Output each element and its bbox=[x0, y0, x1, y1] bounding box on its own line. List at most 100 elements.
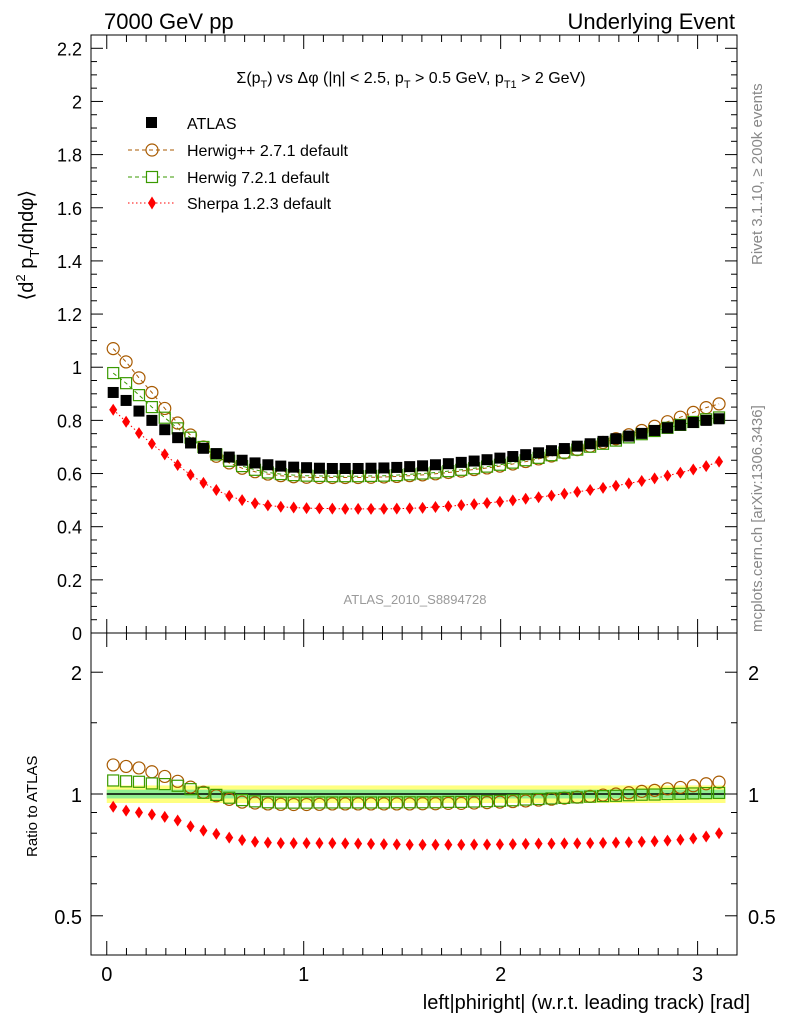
ratio-point-sherpa-1-2-3-default bbox=[173, 814, 182, 827]
main-point-atlas bbox=[558, 443, 570, 455]
ratio-point-herwig-7-2-1-default bbox=[171, 779, 184, 792]
ylabel-part: p bbox=[16, 258, 38, 275]
ratio-y-tick-label-right: 1 bbox=[748, 785, 759, 807]
legend-marker-atlas bbox=[146, 117, 157, 128]
main-point-sherpa-1-2-3-default bbox=[328, 502, 337, 515]
ratio-point-sherpa-1-2-3-default bbox=[147, 808, 156, 821]
ratio-point-herwig-7-2-1-default bbox=[145, 777, 158, 790]
main-panel: Σ(pT) vs Δφ (|η| < 2.5, pT > 0.5 GeV, pT… bbox=[13, 34, 738, 644]
ratio-point-sherpa-1-2-3-default bbox=[676, 833, 685, 846]
main-point-sherpa-1-2-3-default bbox=[586, 484, 595, 497]
main-point-sherpa-1-2-3-default bbox=[251, 497, 260, 510]
legend-label-herwigpp: Herwig++ 2.7.1 default bbox=[187, 143, 349, 160]
main-point-sherpa-1-2-3-default bbox=[122, 415, 131, 428]
ratio-point-sherpa-1-2-3-default bbox=[225, 831, 234, 844]
main-point-sherpa-1-2-3-default bbox=[689, 463, 698, 476]
ratio-y-tick-label: 0.5 bbox=[54, 907, 82, 929]
ratio-point-sherpa-1-2-3-default bbox=[534, 837, 543, 850]
title-part: > 0.5 GeV, p bbox=[411, 70, 504, 87]
legend-marker-sherpa bbox=[148, 196, 156, 210]
main-point-atlas bbox=[172, 432, 184, 444]
ratio-point-herwig-7-2-1-default bbox=[596, 790, 610, 803]
main-point-herwig-7-2-1-default bbox=[145, 400, 158, 414]
ratio-point-herwig-7-2-1-default bbox=[571, 791, 584, 804]
main-point-atlas bbox=[507, 451, 519, 463]
watermark: ATLAS_2010_S8894728 bbox=[344, 592, 487, 607]
ratio-point-herwig-7-2-1-default bbox=[107, 774, 120, 787]
main-point-sherpa-1-2-3-default bbox=[521, 492, 530, 505]
ratio-point-herwig-2-7-1-default bbox=[686, 779, 700, 793]
ratio-point-herwig-7-2-1-default bbox=[416, 796, 429, 809]
main-y-tick-label: 0 bbox=[72, 624, 82, 644]
main-point-sherpa-1-2-3-default bbox=[160, 448, 169, 461]
ratio-point-sherpa-1-2-3-default bbox=[109, 800, 118, 813]
ratio-point-sherpa-1-2-3-default bbox=[470, 838, 479, 851]
main-point-sherpa-1-2-3-default bbox=[276, 500, 285, 513]
main-point-herwig-7-2-1-default bbox=[132, 389, 146, 402]
ratio-point-sherpa-1-2-3-default bbox=[418, 838, 427, 851]
main-point-sherpa-1-2-3-default bbox=[663, 469, 672, 482]
ratio-point-herwig-7-2-1-default bbox=[197, 786, 210, 799]
ratio-point-herwig-7-2-1-default bbox=[184, 783, 197, 796]
main-point-atlas bbox=[223, 451, 235, 463]
ratio-point-sherpa-1-2-3-default bbox=[379, 838, 388, 851]
main-y-tick-label: 1.8 bbox=[57, 146, 82, 166]
main-point-sherpa-1-2-3-default bbox=[289, 501, 298, 514]
main-point-atlas bbox=[288, 461, 300, 473]
ratio-point-sherpa-1-2-3-default bbox=[354, 837, 363, 850]
ratio-point-sherpa-1-2-3-default bbox=[134, 806, 143, 819]
legend-label-herwig7: Herwig 7.2.1 default bbox=[187, 170, 330, 187]
ratio-point-herwig-7-2-1-default bbox=[403, 796, 416, 809]
ratio-point-herwig-2-7-1-default bbox=[712, 775, 726, 789]
x-tick-label: 2 bbox=[495, 964, 506, 986]
ratio-point-sherpa-1-2-3-default bbox=[122, 804, 131, 817]
ratio-point-sherpa-1-2-3-default bbox=[302, 837, 311, 850]
main-y-tick-label: 2.2 bbox=[57, 39, 82, 59]
main-point-atlas bbox=[275, 460, 287, 472]
main-point-sherpa-1-2-3-default bbox=[186, 468, 195, 481]
main-point-sherpa-1-2-3-default bbox=[457, 499, 466, 512]
main-point-sherpa-1-2-3-default bbox=[354, 502, 363, 515]
main-y-axis-label: ⟨d2 pT/dηdφ⟩ bbox=[13, 190, 42, 301]
main-y-tick-label: 1.6 bbox=[57, 199, 82, 219]
ratio-point-herwig-7-2-1-default bbox=[313, 796, 326, 809]
main-point-sherpa-1-2-3-default bbox=[315, 502, 324, 515]
ylabel-part: ⟨d bbox=[16, 282, 38, 301]
main-series-points bbox=[106, 342, 726, 515]
ratio-point-sherpa-1-2-3-default bbox=[521, 837, 530, 850]
ratio-point-sherpa-1-2-3-default bbox=[573, 837, 582, 850]
ratio-point-sherpa-1-2-3-default bbox=[341, 837, 350, 850]
main-point-sherpa-1-2-3-default bbox=[676, 466, 685, 479]
title-sub: T1 bbox=[504, 79, 517, 91]
main-point-atlas bbox=[520, 449, 532, 461]
ratio-point-herwig-7-2-1-default bbox=[261, 796, 274, 809]
ratio-point-sherpa-1-2-3-default bbox=[611, 836, 620, 849]
ratio-point-sherpa-1-2-3-default bbox=[328, 837, 337, 850]
main-axes: 0 0.2 0.4 0.6 0.8 1 1.2 1.4 1.6 1.8 2 2.2 bbox=[57, 35, 738, 644]
main-point-sherpa-1-2-3-default bbox=[302, 502, 311, 515]
ratio-panel: 0.5 0.5 1 1 2 2 0 1 2 3 Ratio to ATLAS left|phiri… bbox=[24, 632, 776, 1014]
main-point-sherpa-1-2-3-default bbox=[367, 502, 376, 515]
ratio-point-sherpa-1-2-3-default bbox=[392, 838, 401, 851]
ratio-point-herwig-2-7-1-default bbox=[673, 780, 687, 795]
main-point-sherpa-1-2-3-default bbox=[573, 485, 582, 498]
ratio-y-tick-label-right: 0.5 bbox=[748, 907, 776, 929]
main-point-atlas bbox=[481, 454, 493, 466]
main-point-atlas bbox=[610, 433, 622, 445]
x-tick-label: 3 bbox=[692, 964, 703, 986]
legend-entry-atlas: ATLAS bbox=[146, 116, 237, 133]
main-point-herwig-2-7-1-default bbox=[158, 401, 172, 416]
ratio-point-sherpa-1-2-3-default bbox=[367, 837, 376, 850]
ratio-y-tick-label-right: 2 bbox=[748, 663, 759, 685]
main-point-atlas bbox=[597, 435, 609, 447]
ratio-point-herwig-7-2-1-default bbox=[480, 795, 494, 808]
main-y-tick-label: 1 bbox=[72, 358, 82, 378]
main-point-atlas bbox=[197, 442, 209, 454]
ratio-point-sherpa-1-2-3-default bbox=[251, 835, 260, 848]
ratio-point-herwig-7-2-1-default bbox=[429, 796, 442, 809]
ratio-point-herwig-7-2-1-default bbox=[236, 793, 249, 807]
main-point-atlas bbox=[391, 461, 403, 473]
ratio-point-herwig-7-2-1-default bbox=[390, 796, 403, 809]
main-point-atlas bbox=[623, 430, 635, 442]
